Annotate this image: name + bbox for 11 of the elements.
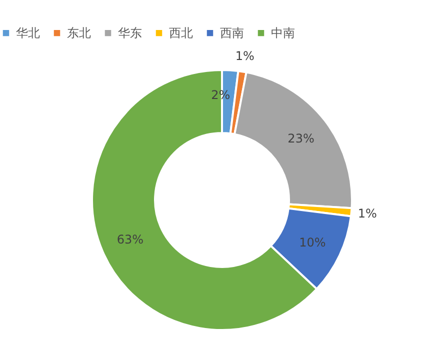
- legend-label: 华北: [16, 26, 40, 40]
- data-label: 1%: [235, 48, 254, 63]
- legend-label: 东北: [67, 26, 91, 40]
- legend-label: 华东: [118, 26, 142, 40]
- data-label: 23%: [288, 132, 314, 146]
- legend-label: 西北: [169, 26, 193, 40]
- legend-label: 中南: [271, 26, 295, 40]
- legend-label: 西南: [220, 26, 244, 40]
- data-label: 1%: [358, 206, 377, 221]
- data-label: 10%: [299, 236, 326, 250]
- data-label: 63%: [116, 232, 144, 247]
